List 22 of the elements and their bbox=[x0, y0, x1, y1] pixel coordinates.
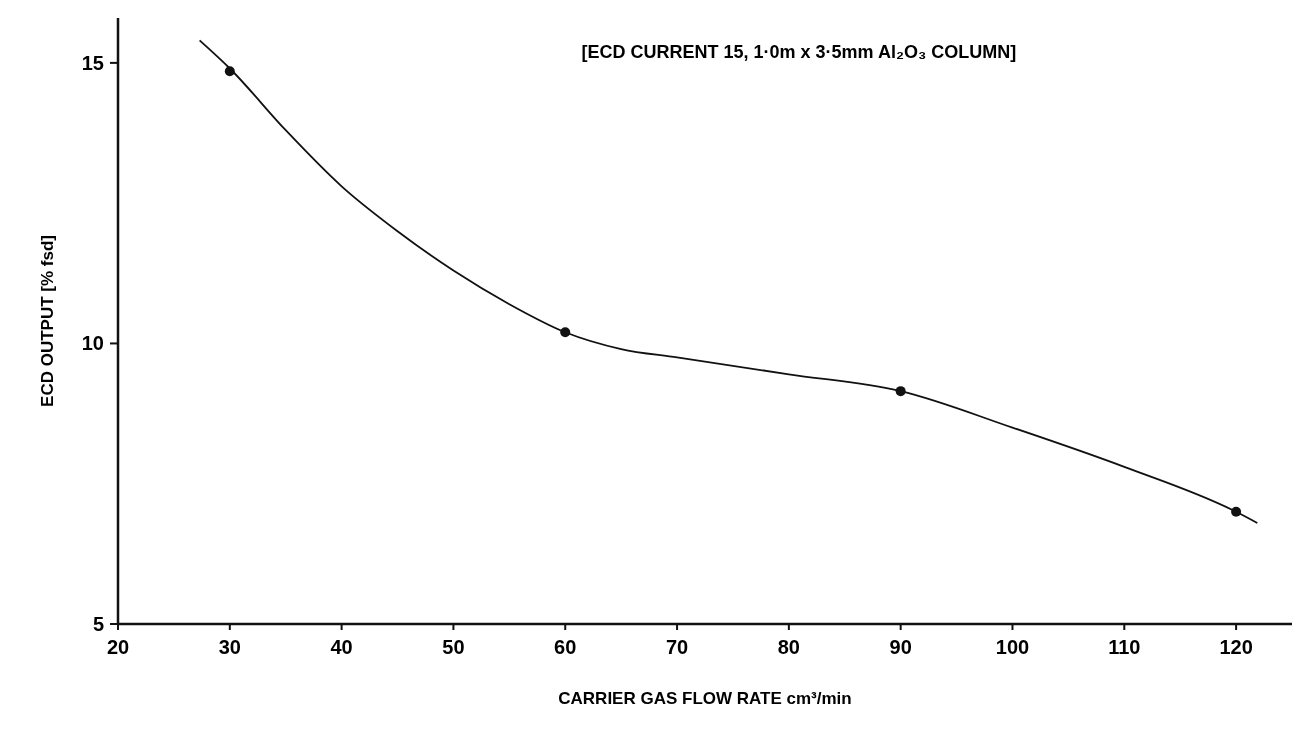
point bbox=[224, 66, 235, 77]
x-tick-label: 40 bbox=[330, 636, 353, 658]
y-tick-label: 5 bbox=[92, 613, 104, 635]
text: [ECD CURRENT 15, 1·0m x 3·5mm Al₂O₃ COLUMN] bbox=[581, 42, 1017, 62]
point bbox=[1231, 506, 1242, 517]
x-tick-label: 90 bbox=[889, 636, 912, 658]
x-tick-label: 110 bbox=[1108, 636, 1141, 658]
x-tick-label: 30 bbox=[218, 636, 241, 658]
x-tick-label: 60 bbox=[554, 636, 577, 658]
x-tick-label: 20 bbox=[106, 636, 130, 658]
x-tick-label: 50 bbox=[442, 636, 465, 658]
x-tick-label: 100 bbox=[995, 636, 1030, 658]
y-axis-title: ECD OUTPUT [% fsd] bbox=[38, 235, 57, 407]
y-tick-label: 10 bbox=[81, 332, 104, 355]
point bbox=[560, 327, 571, 338]
point bbox=[895, 386, 906, 397]
y-tick-label: 15 bbox=[81, 51, 104, 74]
x-tick-label: 80 bbox=[777, 636, 800, 658]
x-tick-label: 120 bbox=[1219, 636, 1253, 658]
x-axis-title: CARRIER GAS FLOW RATE cm³/min bbox=[558, 689, 852, 708]
x-tick-label: 70 bbox=[665, 636, 689, 658]
line-series bbox=[198, 39, 1259, 524]
